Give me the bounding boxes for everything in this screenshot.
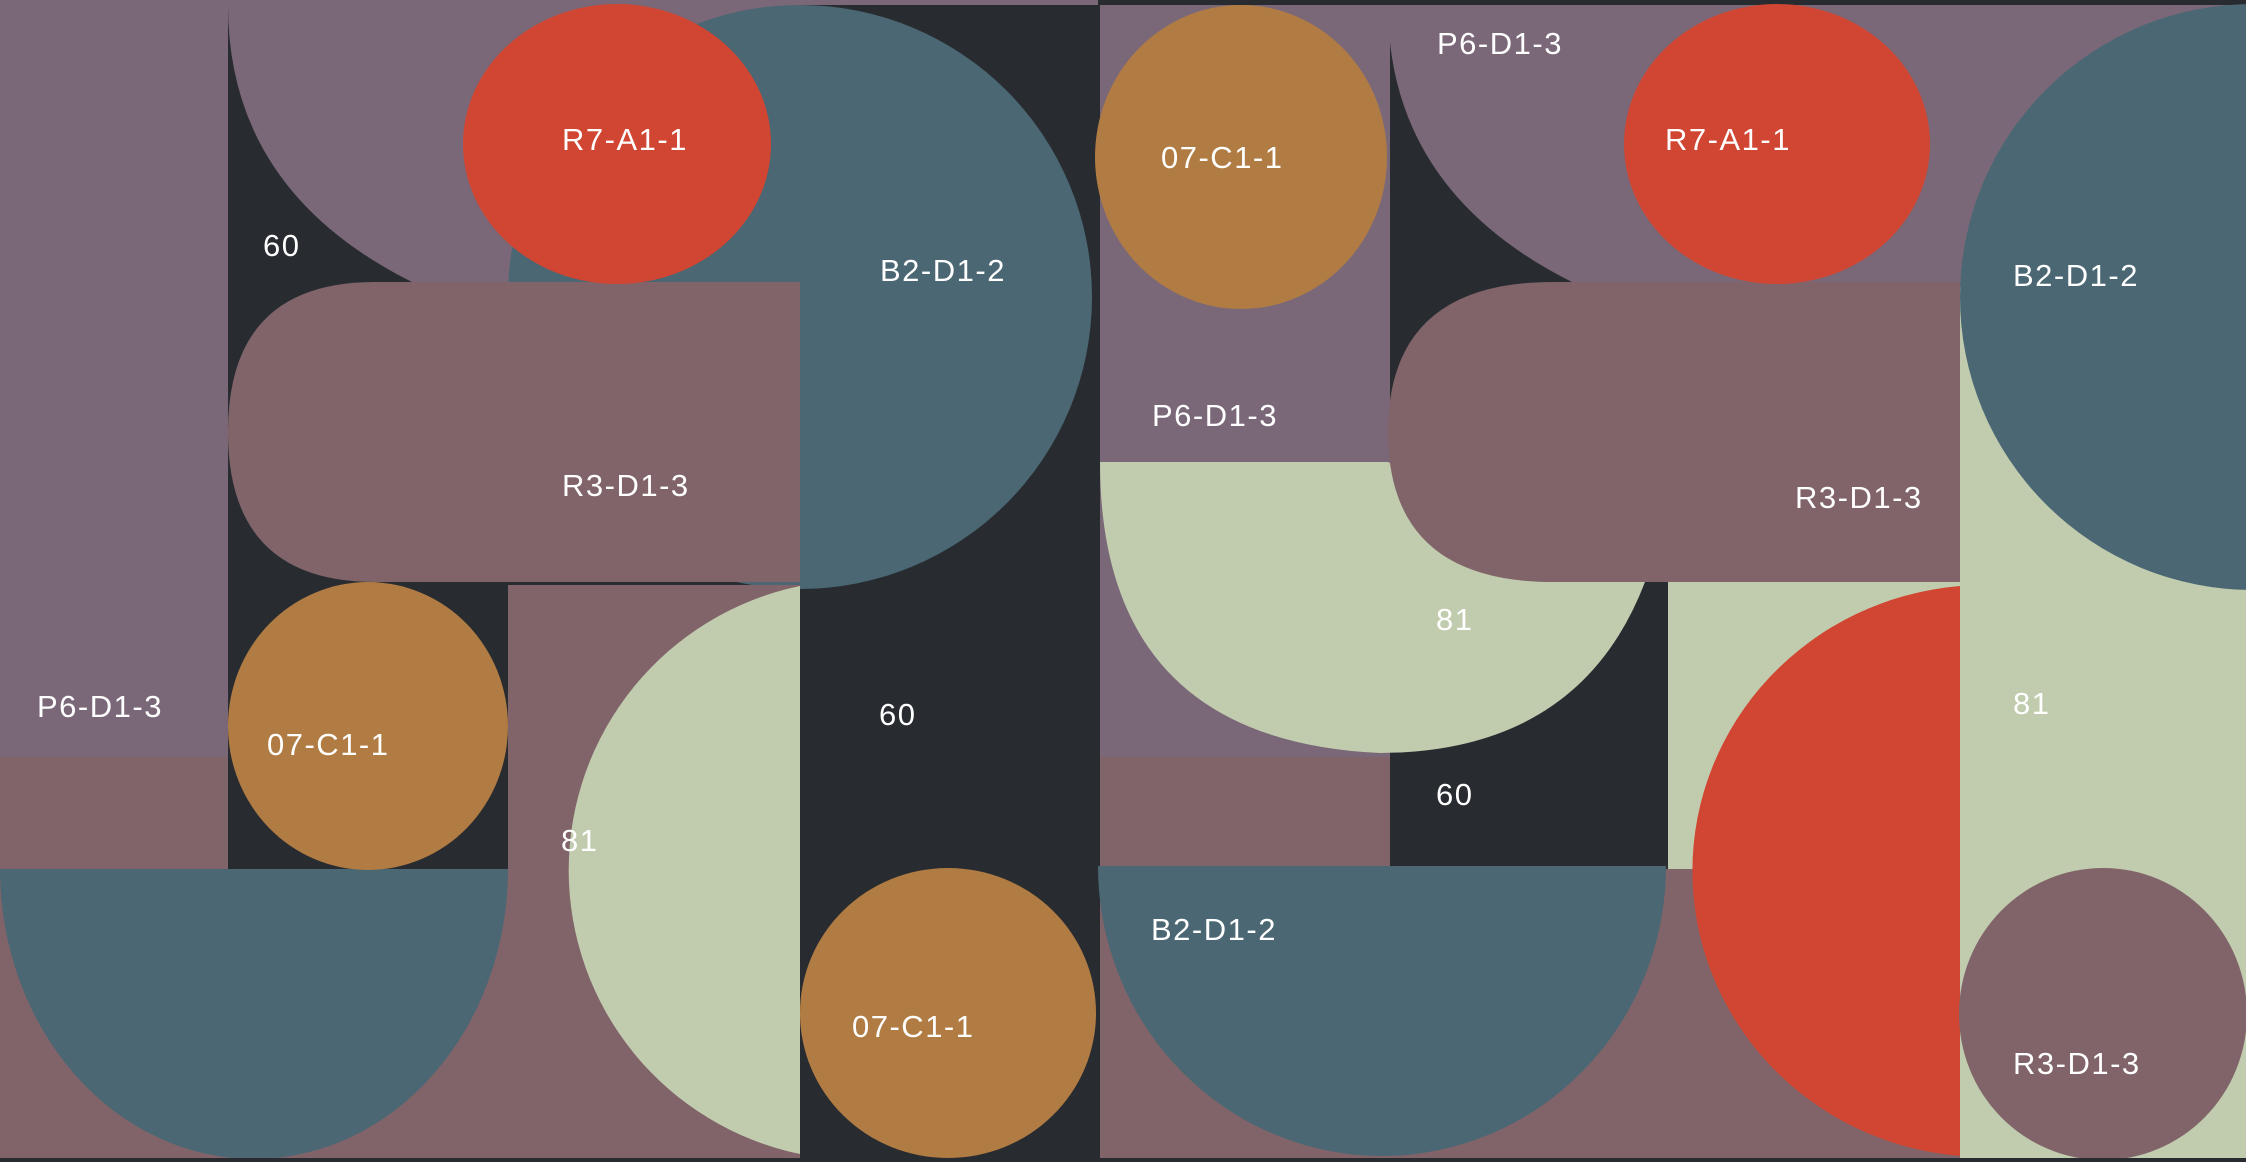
label-right-07-c1-1-top: 07-C1-1	[1161, 140, 1284, 175]
left-column-purple	[0, 5, 228, 757]
bottom-edge	[0, 1158, 2246, 1162]
right-mauve-pill	[1388, 282, 1960, 582]
label-right-p6-d1-3-mid: P6-D1-3	[1152, 398, 1278, 433]
left-top-strip	[0, 0, 1098, 5]
right-ochre-oval-top	[1095, 5, 1387, 309]
right-mauve-oval-bottom	[1959, 868, 2246, 1160]
label-right-p6-d1-3-top: P6-D1-3	[1437, 26, 1563, 61]
label-right-81-mid: 81	[1436, 602, 1474, 637]
label-left-r3-d1-3: R3-D1-3	[562, 468, 690, 503]
label-left-07-c1-1-bottom: 07-C1-1	[852, 1009, 975, 1044]
panel-divider	[1098, 0, 1100, 1162]
label-right-r3-d1-3: R3-D1-3	[1795, 480, 1923, 515]
label-left-r7-a1-1: R7-A1-1	[562, 122, 688, 157]
left-ochre-oval-bottom	[800, 868, 1096, 1158]
label-left-07-c1-1-mid: 07-C1-1	[267, 727, 390, 762]
left-sage-half-circle	[568, 586, 800, 1154]
label-right-r7-a1-1: R7-A1-1	[1665, 122, 1791, 157]
label-left-p6-d1-3: P6-D1-3	[37, 689, 163, 724]
right-mauve-column	[1100, 757, 1390, 869]
left-red-oval	[463, 4, 771, 284]
right-teal-half-circle-top	[1960, 4, 2246, 590]
right-red-oval-top	[1624, 4, 1930, 284]
label-left-b2-d1-2: B2-D1-2	[880, 253, 1006, 288]
label-right-81-right: 81	[2013, 686, 2051, 721]
label-left-60-mid: 60	[879, 697, 917, 732]
left-mauve-pill	[228, 282, 800, 582]
label-right-b2-d1-2-top: B2-D1-2	[2013, 258, 2139, 293]
label-left-60-top: 60	[263, 228, 301, 263]
right-teal-half-circle-bottom	[1098, 866, 1666, 1156]
left-column-mauve	[0, 757, 228, 869]
left-teal-half-circle-bottom	[0, 869, 508, 1159]
label-right-b2-d1-2-bottom: B2-D1-2	[1151, 912, 1277, 947]
label-right-r3-d1-3-bottom: R3-D1-3	[2013, 1046, 2141, 1081]
left-ochre-oval-mid	[228, 582, 508, 870]
label-right-60: 60	[1436, 777, 1474, 812]
right-red-half-circle	[1692, 586, 1960, 1156]
label-left-81: 81	[561, 823, 599, 858]
